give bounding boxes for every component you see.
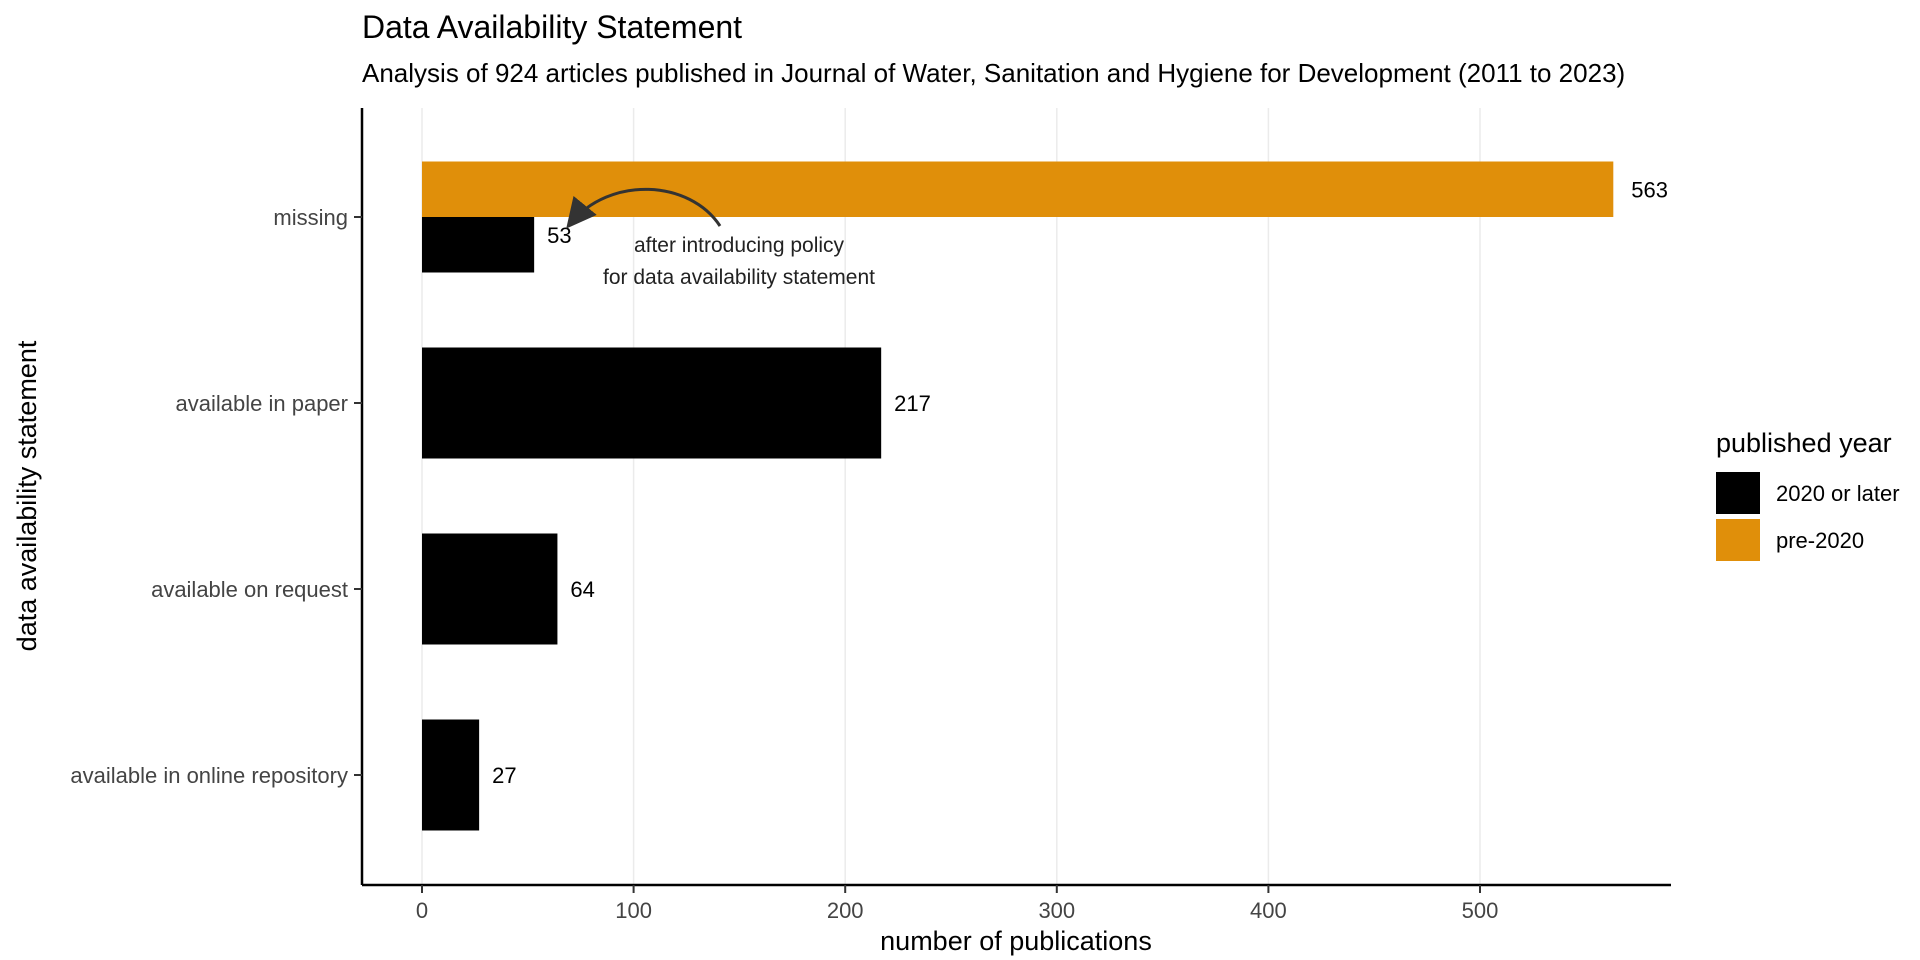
x-tick-label-100: 100	[615, 898, 652, 923]
x-axis-ticks: 0 100 200 300 400 500	[416, 885, 1498, 923]
annotation: after introducing policy for data availab…	[566, 187, 875, 289]
legend: published year 2020 or later pre-2020	[1716, 428, 1900, 561]
y-axis-ticks: missing available in paper available on re…	[70, 205, 362, 788]
legend-key-2020-or-later	[1716, 472, 1760, 514]
chart-title: Data Availability Statement	[362, 9, 742, 45]
gridlines	[421, 108, 1481, 885]
data-label-2020-or-later-available-on-request: 64	[570, 577, 594, 602]
legend-label-pre-2020: pre-2020	[1776, 528, 1864, 553]
data-label-2020-or-later-available-in-paper: 217	[894, 391, 931, 416]
y-tick-label-available-in-paper: available in paper	[176, 391, 348, 416]
bar-2020-or-later-missing	[422, 217, 535, 273]
annotation-arrow	[566, 187, 722, 229]
bar-2020-or-later-available-in-online-repository	[422, 719, 480, 831]
legend-label-2020-or-later: 2020 or later	[1776, 481, 1900, 506]
bar-pre-2020-missing	[422, 161, 1614, 217]
data-label-2020-or-later-missing: 53	[547, 223, 571, 248]
bar-2020-or-later-available-in-paper	[422, 347, 882, 459]
x-tick-label-0: 0	[416, 898, 428, 923]
x-tick-label-500: 500	[1462, 898, 1499, 923]
x-tick-label-200: 200	[827, 898, 864, 923]
legend-title: published year	[1716, 428, 1892, 458]
x-axis-title: number of publications	[880, 926, 1152, 956]
data-label-2020-or-later-available-in-online-repository: 27	[492, 763, 516, 788]
annotation-line-1: after introducing policy	[634, 234, 845, 257]
bar-2020-or-later-available-on-request	[422, 533, 558, 645]
chart-subtitle: Analysis of 924 articles published in Jo…	[362, 58, 1625, 88]
bars	[422, 161, 1614, 831]
x-tick-label-400: 400	[1250, 898, 1287, 923]
annotation-line-2: for data availability statement	[603, 266, 875, 289]
y-tick-label-available-in-online-repository: available in online repository	[70, 763, 348, 788]
y-tick-label-available-on-request: available on request	[151, 577, 348, 602]
x-tick-label-300: 300	[1038, 898, 1075, 923]
legend-key-pre-2020	[1716, 519, 1760, 561]
data-label-pre-2020-missing: 563	[1631, 177, 1668, 202]
y-axis-title: data availability statement	[12, 340, 42, 651]
y-tick-label-missing: missing	[273, 205, 348, 230]
